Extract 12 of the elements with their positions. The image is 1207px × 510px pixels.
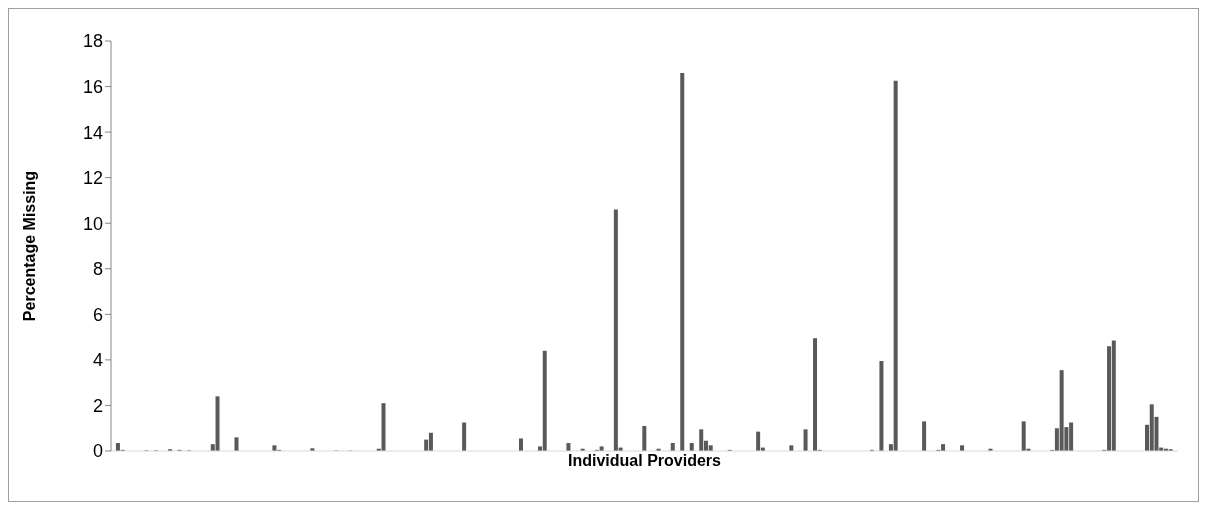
x-axis-title: Individual Providers xyxy=(568,452,722,470)
y-tick-label: 6 xyxy=(92,304,103,325)
y-tick-label: 0 xyxy=(92,441,103,462)
y-tick-label: 10 xyxy=(82,213,103,234)
y-tick-label: 12 xyxy=(82,168,103,189)
y-axis-title: Percentage Missing xyxy=(20,170,38,322)
y-tick-label: 2 xyxy=(92,395,103,416)
y-tick-label: 16 xyxy=(82,76,103,97)
y-tick-label: 18 xyxy=(82,31,103,52)
y-tick-label: 14 xyxy=(82,122,103,143)
y-tick-label: 4 xyxy=(92,350,103,371)
y-tick-label: 8 xyxy=(92,259,103,280)
